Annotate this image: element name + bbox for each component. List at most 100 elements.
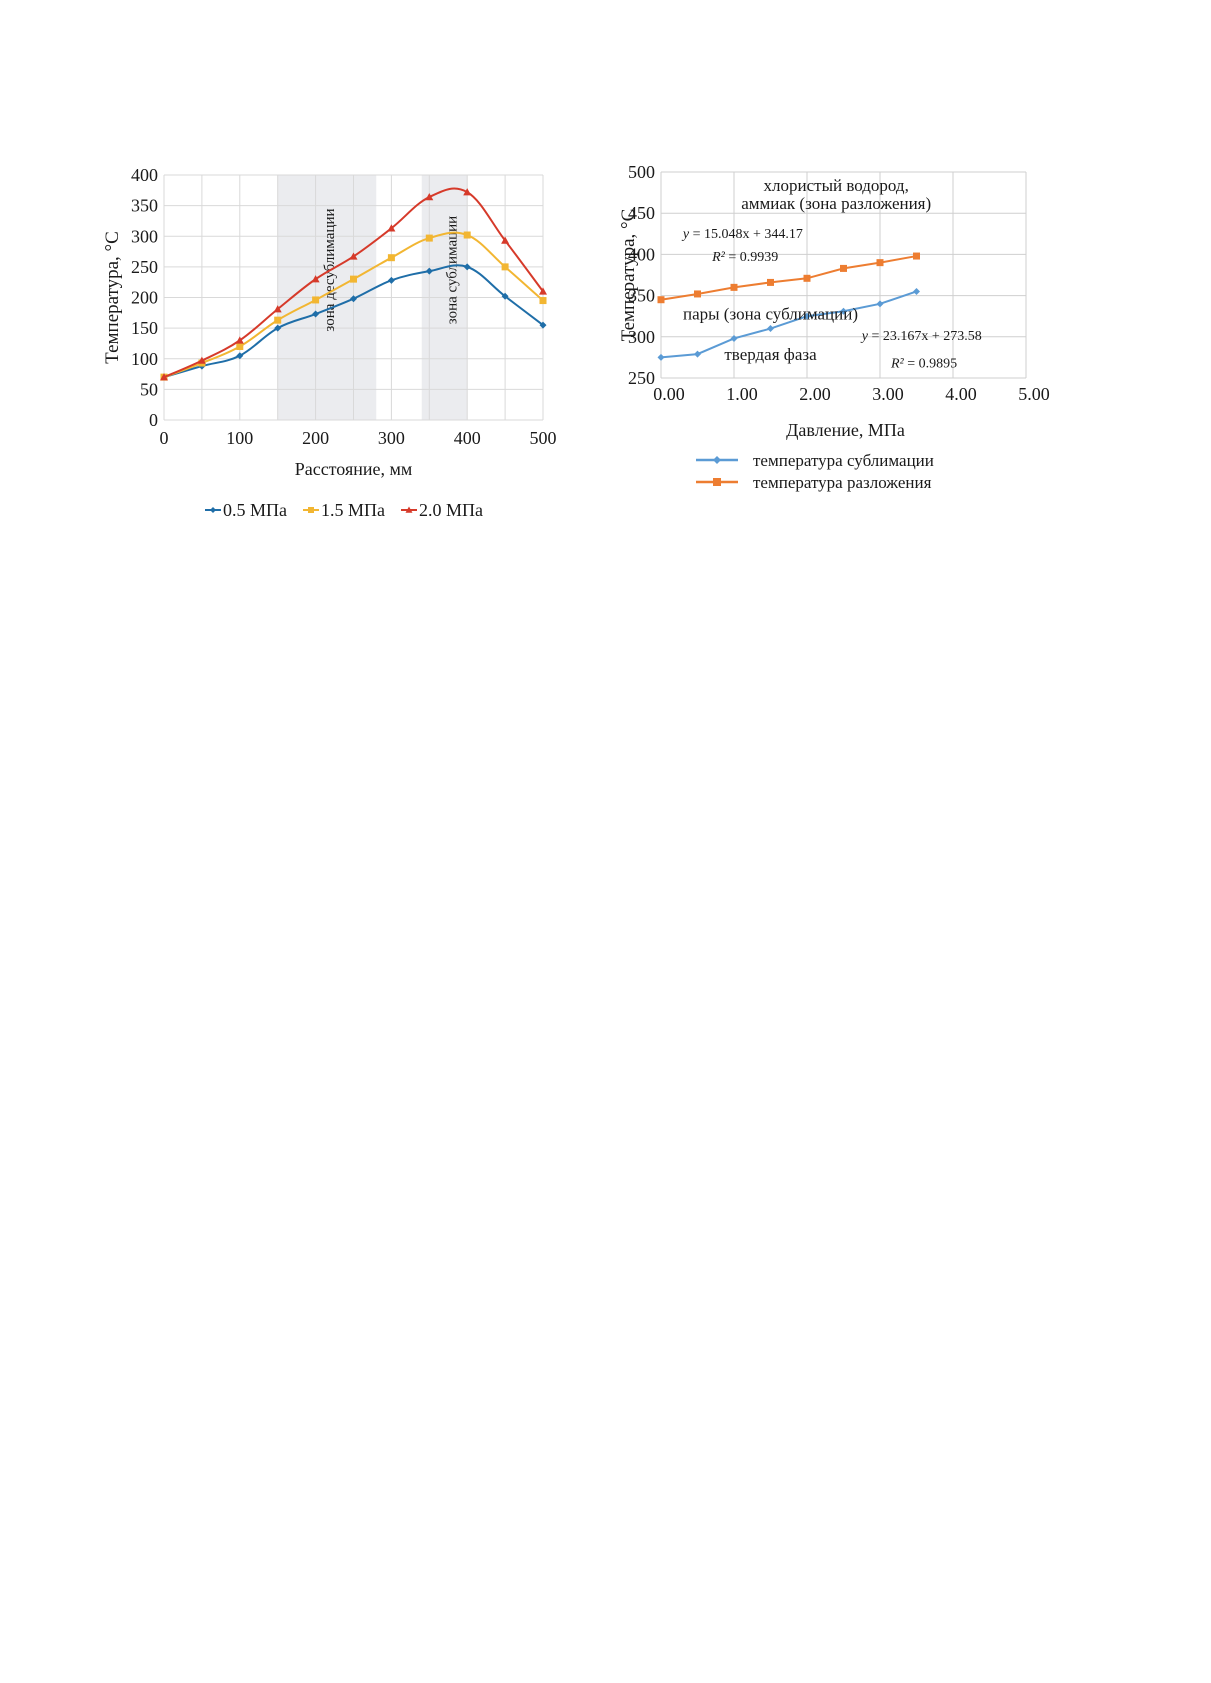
legend-marker — [713, 456, 721, 464]
trend-r-squared: R² = 0.9939 — [711, 250, 778, 265]
data-point — [840, 264, 847, 272]
zone-label: зона сублимации — [444, 216, 460, 324]
legend-label: 1.5 МПа — [321, 500, 385, 520]
data-point — [539, 287, 547, 295]
data-point — [539, 297, 547, 305]
data-point — [840, 307, 847, 315]
data-point — [312, 310, 320, 318]
data-point — [803, 274, 811, 282]
x-tick-label: 1.00 — [726, 384, 758, 404]
data-point — [425, 234, 433, 242]
x-tick-label: 0.00 — [653, 384, 685, 404]
chart-svg: зона десублимации зона сублимации05010015… — [102, 165, 557, 520]
data-point — [463, 263, 471, 271]
x-tick-label: 500 — [530, 428, 557, 448]
data-point — [273, 305, 282, 313]
legend-marker — [405, 506, 413, 513]
series-line — [660, 255, 917, 301]
data-point — [501, 236, 510, 244]
y-axis-label: Температура, °С — [102, 231, 123, 364]
legend-marker — [210, 507, 216, 513]
annotation: пары (зона сублимации) — [683, 304, 858, 323]
data-point — [876, 300, 884, 308]
data-point — [803, 312, 811, 320]
y-tick-label: 50 — [140, 379, 158, 399]
legend-marker — [308, 507, 314, 513]
x-tick-label: 4.00 — [945, 384, 977, 404]
data-point — [767, 325, 774, 333]
data-point — [387, 224, 396, 232]
data-point — [501, 292, 509, 300]
y-tick-label: 350 — [628, 286, 655, 306]
legend-label: 0.5 МПа — [223, 500, 287, 520]
y-tick-label: 100 — [131, 349, 158, 369]
y-tick-label: 300 — [628, 327, 655, 347]
trend-r-squared: R² = 0.9895 — [890, 356, 957, 371]
data-point — [312, 296, 320, 304]
data-point — [501, 263, 509, 271]
data-point — [425, 193, 434, 201]
legend-marker — [713, 478, 721, 486]
x-tick-label: 3.00 — [872, 384, 904, 404]
y-tick-label: 350 — [131, 196, 158, 216]
data-point — [876, 259, 884, 267]
y-axis-label: Температура, °С — [620, 209, 639, 342]
data-point — [463, 188, 472, 196]
trend-equation: y = 23.167x + 273.58 — [860, 329, 982, 344]
series-line — [660, 290, 917, 359]
data-point — [730, 283, 738, 291]
data-point — [350, 275, 357, 283]
x-tick-label: 100 — [226, 428, 253, 448]
data-point — [913, 287, 920, 295]
data-point — [767, 278, 774, 286]
y-tick-label: 200 — [131, 288, 158, 308]
x-axis-label: Давление, МПа — [786, 420, 905, 440]
data-point — [311, 275, 320, 283]
y-tick-label: 500 — [628, 162, 655, 182]
x-tick-label: 2.00 — [799, 384, 831, 404]
data-point — [657, 296, 665, 304]
y-tick-label: 150 — [131, 318, 158, 338]
data-point — [387, 276, 395, 284]
chart-temperature-vs-distance: зона десублимации зона сублимации 0 50 100 15… — [100, 160, 600, 560]
y-tick-label: 250 — [131, 257, 158, 277]
y-tick-label: 250 — [628, 368, 655, 388]
y-tick-label: 0 — [149, 410, 158, 430]
x-tick-label: 400 — [454, 428, 481, 448]
data-point — [463, 231, 471, 239]
y-tick-label: 400 — [131, 165, 158, 185]
chart-svg: 250 300 350 400 450 500 0.00 1.00 2.00 3.00 4.00 5.… — [618, 162, 1050, 492]
data-point — [694, 350, 701, 358]
data-point — [694, 290, 701, 298]
data-point — [730, 334, 738, 342]
x-tick-label: 300 — [378, 428, 405, 448]
data-point — [657, 353, 665, 361]
legend-label: 2.0 МПа — [419, 500, 483, 520]
y-tick-label: 400 — [628, 244, 655, 264]
annotation: твердая фаза — [724, 345, 817, 364]
y-tick-label: 300 — [131, 226, 158, 246]
data-point — [425, 267, 433, 275]
annotation: аммиак (зона разложения) — [741, 194, 931, 213]
data-point — [349, 252, 358, 260]
x-tick-label: 5.00 — [1018, 384, 1050, 404]
annotation: хлористый водород, — [764, 176, 909, 195]
data-point — [236, 343, 244, 350]
data-point — [539, 321, 547, 329]
data-point — [274, 324, 282, 332]
data-point — [197, 356, 206, 364]
legend-label: температура разложения — [753, 473, 932, 492]
y-tick-label: 450 — [628, 203, 655, 223]
chart-temperature-vs-pressure: 250 300 350 400 450 500 0.00 1.00 2.00 3.00 4.00 5.… — [618, 160, 1180, 530]
data-point — [913, 252, 920, 260]
legend-label: температура сублимации — [753, 451, 934, 470]
data-point — [235, 336, 244, 344]
data-point — [236, 352, 244, 360]
data-point — [160, 373, 168, 381]
x-axis-label: Расстояние, мм — [295, 459, 413, 479]
x-tick-label: 200 — [302, 428, 329, 448]
data-point — [350, 295, 357, 303]
trend-equation: y = 15.048x + 344.17 — [681, 227, 803, 242]
data-point — [274, 316, 282, 324]
x-tick-label: 0 — [160, 428, 169, 448]
